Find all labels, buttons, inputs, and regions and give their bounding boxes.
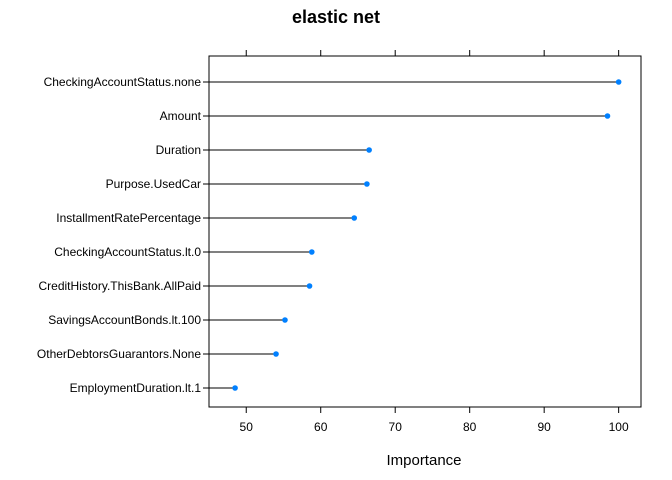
dot-point-5 — [308, 249, 315, 255]
category-label-2: Duration — [156, 143, 201, 157]
dot-point-6 — [306, 283, 313, 289]
x-tick-label-50: 50 — [240, 420, 254, 434]
category-label-1: Amount — [160, 109, 202, 123]
x-tick-label-90: 90 — [537, 420, 551, 434]
chart-title: elastic net — [292, 7, 380, 27]
dot-point-2 — [366, 147, 372, 153]
plot-frame — [208, 55, 642, 408]
dot-point-3 — [364, 181, 370, 187]
x-tick-label-60: 60 — [314, 420, 328, 434]
category-label-8: OtherDebtorsGuarantors.None — [37, 347, 201, 361]
category-label-4: InstallmentRatePercentage — [56, 211, 201, 225]
category-label-5: CheckingAccountStatus.lt.0 — [54, 245, 201, 259]
x-tick-label-100: 100 — [609, 420, 629, 434]
category-label-7: SavingsAccountBonds.lt.100 — [48, 313, 201, 327]
category-labels: CheckingAccountStatus.none Amount Duration… — [37, 75, 202, 395]
dot-point-1 — [604, 113, 611, 119]
dot-point-9 — [232, 385, 238, 391]
category-label-9: EmploymentDuration.lt.1 — [70, 381, 202, 395]
dot-point-0 — [615, 79, 622, 85]
category-label-3: Purpose.UsedCar — [106, 177, 201, 191]
x-tick-label-70: 70 — [389, 420, 403, 434]
dot-point-4 — [351, 215, 358, 221]
category-label-6: CreditHistory.ThisBank.AllPaid — [39, 279, 202, 293]
category-label-0: CheckingAccountStatus.none — [44, 75, 202, 89]
axis-ticks: 50 60 70 80 90 100 — [203, 50, 629, 434]
dot-point-8 — [273, 351, 279, 357]
x-axis-label: Importance — [386, 452, 461, 469]
data-series — [209, 79, 622, 391]
dot-point-7 — [282, 317, 288, 323]
x-tick-label-80: 80 — [463, 420, 477, 434]
